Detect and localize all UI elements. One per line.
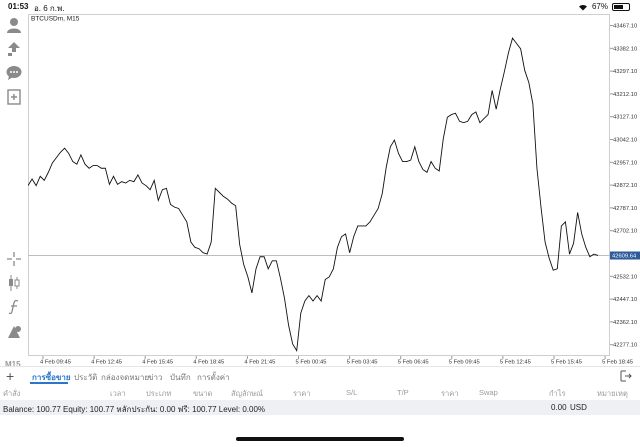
x-tick-label: 4 Feb 12:45 (91, 360, 122, 366)
left-toolbar: M15 (0, 14, 28, 369)
price-series-line (27, 37, 599, 353)
x-tick-label: 5 Feb 06:45 (398, 360, 429, 366)
status-date: อ. 6 ก.พ. (34, 4, 65, 13)
home-indicator (236, 437, 404, 441)
x-tick-label: 5 Feb 12:45 (500, 360, 531, 366)
y-tick-label: 42872.10 (613, 183, 637, 189)
battery-icon (612, 2, 630, 11)
account-icon[interactable] (5, 16, 23, 34)
col-stop-loss: S/L (346, 388, 358, 397)
tab-trade[interactable]: การซื้อขาย (32, 373, 71, 382)
trade-icon[interactable] (5, 40, 23, 58)
exit-icon[interactable] (620, 370, 632, 382)
y-tick-label: 42957.10 (613, 160, 637, 166)
y-tick-label: 42702.10 (613, 229, 637, 235)
status-time: 01:53 (8, 2, 29, 11)
wifi-icon (578, 4, 587, 10)
add-indicator-icon[interactable] (5, 88, 23, 106)
chart-type-icon[interactable] (5, 274, 23, 292)
y-tick-label: 43212.10 (613, 92, 637, 98)
y-tick-label: 43382.10 (613, 46, 637, 52)
price-chart[interactable]: BTCUSDm, M15 43467.10 43382.10 43297.10 432… (27, 14, 640, 366)
chart-canvas[interactable]: BTCUSDm, M15 43467.10 43382.10 43297.10 432… (27, 14, 640, 366)
balance-bar: Balance: 100.77 Equity: 100.77 หลักประกั… (0, 400, 640, 415)
trade-columns-header: คำสั่ง เวลา ประเภท ขนาด สัญลักษณ์ ราคา S… (0, 384, 640, 400)
x-tick-label: 4 Feb 15:45 (142, 360, 173, 366)
col-swap: Swap (479, 388, 498, 397)
x-tick-label: 4 Feb 21:45 (244, 360, 275, 366)
x-tick-label: 5 Feb 00:45 (296, 360, 327, 366)
chart-grid (42, 25, 613, 359)
x-tick-label: 5 Feb 18:45 (602, 360, 633, 366)
active-tab-indicator (30, 382, 68, 384)
crosshair-icon[interactable] (5, 250, 23, 268)
tab-mailbox[interactable]: กล่องจดหมาย (101, 373, 150, 382)
status-bar: 01:53 อ. 6 ก.พ. 67% (0, 0, 640, 14)
balance-summary: Balance: 100.77 Equity: 100.77 หลักประกั… (3, 405, 266, 414)
x-tick-label: 5 Feb 03:45 (347, 360, 378, 366)
x-tick-label: 5 Feb 15:45 (551, 360, 582, 366)
col-type: ประเภท (146, 389, 172, 398)
col-take-profit: T/P (397, 388, 409, 397)
battery-level (614, 4, 624, 9)
col-profit: กำไร (549, 389, 566, 398)
currency-label: USD (570, 403, 587, 412)
current-price-label: 42609.64 (612, 254, 637, 260)
battery-percent: 67% (591, 2, 608, 11)
function-icon[interactable] (5, 298, 23, 316)
status-right: 67% (578, 2, 630, 11)
y-tick-label: 43297.10 (613, 69, 637, 75)
y-tick-label: 42362.10 (613, 320, 637, 326)
col-time: เวลา (110, 389, 126, 398)
y-tick-label: 43042.10 (613, 138, 637, 144)
y-tick-label: 42532.10 (613, 274, 637, 280)
axis-ticks: 43467.10 43382.10 43297.10 43212.10 43127.10… (40, 24, 637, 366)
objects-icon[interactable] (5, 322, 23, 340)
y-tick-label: 42447.10 (613, 297, 637, 303)
col-price: ราคา (293, 389, 311, 398)
tab-settings[interactable]: การตั้งค่า (197, 373, 230, 382)
tab-history[interactable]: ประวัติ (74, 373, 98, 382)
symbol-label: BTCUSDm, M15 (31, 16, 80, 23)
x-tick-label: 4 Feb 09:45 (40, 360, 71, 366)
x-tick-label: 5 Feb 09:45 (449, 360, 480, 366)
plot-frame (28, 14, 610, 356)
tab-news[interactable]: ข่าว (148, 373, 163, 382)
chat-icon[interactable] (5, 64, 23, 82)
tab-journal[interactable]: บันทึก (170, 373, 191, 382)
y-tick-label: 42787.10 (613, 206, 637, 212)
col-order: คำสั่ง (3, 389, 21, 398)
col-close-price: ราคา (441, 389, 459, 398)
add-icon[interactable]: + (6, 368, 15, 384)
x-tick-label: 4 Feb 18:45 (193, 360, 224, 366)
y-tick-label: 43127.10 (613, 115, 637, 121)
col-comment: หมายเหตุ (597, 389, 628, 398)
col-size: ขนาด (193, 389, 213, 398)
y-tick-label: 43467.10 (613, 24, 637, 30)
timeframe-label[interactable]: M15 (5, 360, 21, 369)
terminal-tabs: + การซื้อขาย ประวัติ กล่องจดหมาย ข่าว บั… (0, 366, 640, 384)
total-profit: 0.00 (551, 403, 567, 412)
y-tick-label: 42277.10 (613, 343, 637, 349)
current-price-tag: 42609.64 (610, 251, 640, 260)
col-symbol: สัญลักษณ์ (231, 389, 264, 398)
